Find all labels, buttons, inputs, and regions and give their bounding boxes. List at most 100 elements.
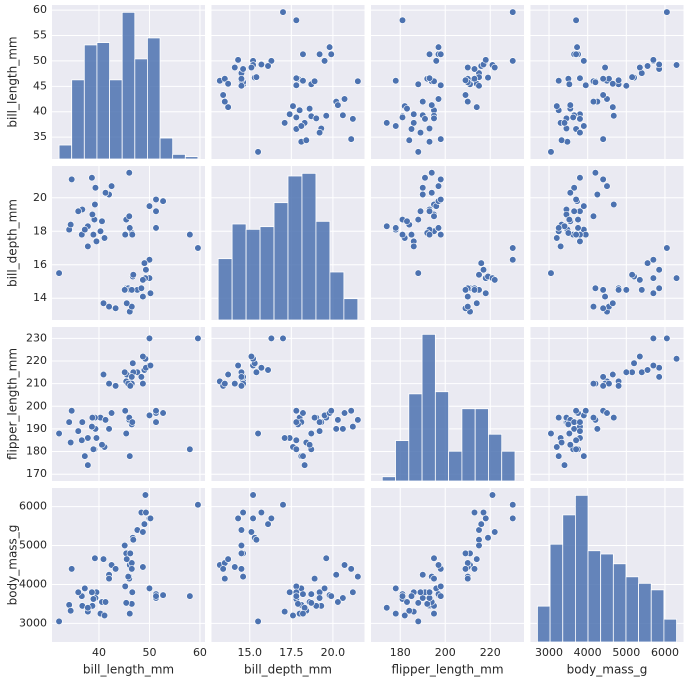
scatter-point bbox=[572, 195, 580, 204]
histogram-bar bbox=[58, 144, 73, 160]
scatter-point bbox=[470, 508, 479, 517]
scatter-point bbox=[589, 97, 598, 106]
scatter-point bbox=[306, 441, 314, 449]
scatter-point bbox=[414, 617, 422, 625]
y-tick-label: 4000 bbox=[19, 577, 47, 590]
scatter-point bbox=[105, 425, 113, 433]
scatter-point bbox=[125, 212, 133, 220]
scatter-point bbox=[491, 528, 499, 536]
scatter-point bbox=[591, 284, 600, 292]
scatter-point bbox=[334, 598, 342, 606]
scatter-point bbox=[349, 115, 357, 123]
scatter-point bbox=[88, 588, 96, 596]
scatter-point bbox=[414, 269, 422, 277]
scatter-point bbox=[461, 565, 470, 573]
scatter-point bbox=[565, 429, 573, 438]
scatter-point bbox=[146, 289, 155, 297]
scatter-point bbox=[610, 413, 618, 422]
y-tick-label: 35 bbox=[33, 130, 47, 143]
scatter-point bbox=[78, 436, 86, 444]
scatter-point bbox=[464, 575, 472, 583]
scatter-point bbox=[142, 266, 150, 274]
scatter-point bbox=[122, 599, 130, 607]
scatter-point bbox=[572, 16, 580, 24]
panel bbox=[52, 166, 205, 320]
scatter-point bbox=[553, 443, 561, 451]
scatter-point bbox=[129, 536, 137, 544]
scatter-point bbox=[239, 508, 247, 517]
scatter-point bbox=[334, 416, 342, 424]
scatter-point bbox=[89, 231, 98, 239]
scatter-point bbox=[105, 303, 113, 311]
scatter-point bbox=[67, 607, 75, 615]
scatter-point bbox=[354, 573, 362, 581]
scatter-point bbox=[221, 575, 229, 583]
scatter-point bbox=[461, 549, 470, 557]
scatter-point bbox=[573, 43, 581, 51]
scatter-point bbox=[139, 528, 147, 536]
scatter-point bbox=[649, 334, 657, 342]
scatter-point bbox=[121, 231, 129, 239]
scatter-point bbox=[237, 373, 246, 381]
scatter-point bbox=[601, 63, 609, 72]
scatter-point bbox=[124, 573, 132, 581]
scatter-point bbox=[237, 382, 246, 390]
scatter-point bbox=[572, 50, 580, 58]
scatter-point bbox=[91, 184, 100, 192]
scatter-point bbox=[152, 592, 160, 600]
scatter-point bbox=[482, 56, 490, 64]
scatter-point bbox=[140, 520, 149, 528]
scatter-point bbox=[289, 102, 297, 110]
scatter-point bbox=[299, 452, 307, 460]
scatter-point bbox=[302, 136, 310, 144]
scatter-point bbox=[264, 62, 272, 70]
scatter-point bbox=[249, 491, 257, 499]
histogram-bar bbox=[474, 408, 489, 482]
scatter-point bbox=[126, 382, 134, 390]
scatter-point bbox=[105, 380, 113, 388]
scatter-point bbox=[74, 427, 82, 435]
histogram-bar bbox=[562, 514, 576, 643]
scatter-point bbox=[286, 588, 294, 596]
histogram-bar bbox=[638, 582, 652, 643]
scatter-point bbox=[636, 276, 644, 284]
x-tick-label: 17.5 bbox=[279, 646, 304, 659]
scatter-point bbox=[299, 50, 307, 58]
scatter-point bbox=[477, 259, 485, 267]
scatter-point bbox=[576, 128, 584, 137]
histogram-bar bbox=[612, 563, 627, 643]
scatter-point bbox=[237, 541, 246, 550]
scatter-point bbox=[311, 77, 319, 85]
scatter-point bbox=[67, 220, 75, 229]
scatter-point bbox=[430, 610, 438, 618]
scatter-point bbox=[354, 416, 362, 424]
histogram-bar bbox=[96, 42, 110, 160]
scatter-point bbox=[421, 174, 429, 182]
scatter-point bbox=[628, 271, 636, 279]
panel bbox=[211, 5, 365, 159]
histogram-bar bbox=[231, 223, 247, 321]
scatter-point bbox=[292, 113, 300, 121]
scatter-point bbox=[292, 81, 300, 89]
scatter-point bbox=[576, 237, 584, 245]
y-tick-label: 190 bbox=[26, 422, 47, 435]
scatter-point bbox=[92, 237, 101, 245]
scatter-point bbox=[482, 289, 490, 297]
scatter-point bbox=[121, 286, 129, 294]
scatter-point bbox=[267, 334, 275, 342]
scatter-point bbox=[649, 56, 657, 64]
scatter-point bbox=[354, 77, 362, 85]
x-tick-label: 15.0 bbox=[238, 646, 263, 659]
scatter-point bbox=[186, 592, 194, 600]
scatter-point bbox=[475, 82, 483, 90]
scatter-point bbox=[491, 276, 499, 284]
scatter-point bbox=[392, 610, 400, 618]
scatter-point bbox=[322, 112, 330, 120]
scatter-point bbox=[464, 97, 472, 106]
scatter-point bbox=[580, 57, 588, 65]
scatter-point bbox=[398, 231, 407, 239]
scatter-point bbox=[428, 189, 436, 197]
x-tick-label: 180 bbox=[390, 646, 411, 659]
scatter-point bbox=[221, 380, 229, 388]
scatter-point bbox=[392, 122, 400, 130]
